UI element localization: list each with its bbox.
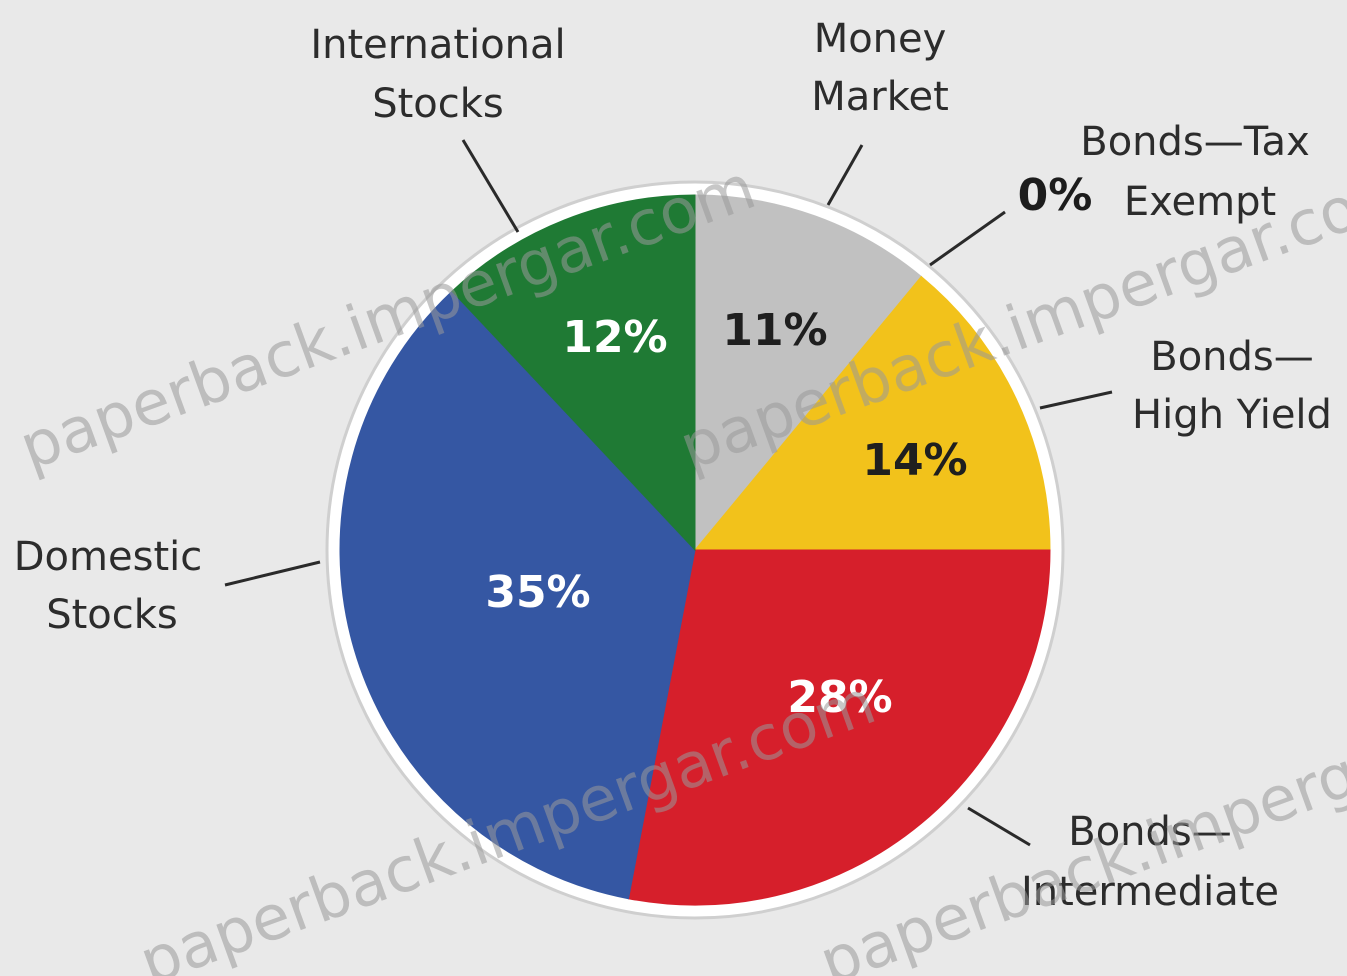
leader-line-bonds-intermediate [967,806,1031,847]
slice-label-bonds-high-yield-line-1: Bonds— [1150,334,1314,380]
leader-line-money-market [826,144,864,206]
leader-lines [224,139,1113,847]
slice-label-money-market-line-1: Money [814,16,947,62]
slice-label-money-market-line-2: Market [811,74,949,120]
slice-value-domestic-stocks: 35% [485,567,590,618]
slice-value-bonds-intermediate: 28% [787,672,892,723]
slice-label-bonds-intermediate-line-2: Intermediate [1021,869,1279,915]
pie-slice-bonds-intermediate [627,549,1051,906]
pie-slice-international-stocks [451,194,696,552]
slice-label-bonds-intermediate-line-1: Bonds— [1068,809,1232,855]
slice-label-international-stocks-line-2: Stocks [372,81,504,127]
slice-callout-labels: Money Market Bonds—Tax Exempt Bonds— High Yie… [14,16,1332,915]
leader-line-domestic-stocks [224,560,321,587]
slice-value-international-stocks: 12% [562,312,667,363]
pie-slice-domestic-stocks [339,290,696,900]
slice-label-domestic-stocks-line-1: Domestic [14,534,202,580]
slice-value-bonds-high-yield: 14% [862,435,967,486]
slice-label-bonds-high-yield-line-2: High Yield [1132,392,1332,438]
pie-slices [339,194,1051,906]
slice-label-domestic-stocks-line-2: Stocks [46,592,178,638]
slice-label-bonds-tax-exempt-line-2: Exempt [1124,179,1276,225]
slice-value-bonds-tax-exempt: 0% [1018,170,1093,221]
slice-label-international-stocks-line-1: International [310,22,565,68]
leader-line-bonds-high-yield [1039,390,1113,410]
slice-value-money-market: 11% [722,305,827,356]
pie-slice-money-market [694,194,922,552]
leader-line-bonds-tax-exempt [929,210,1006,267]
slice-percent-labels: 11% 0% 14% 28% 35% 12% [485,170,1092,723]
slice-label-bonds-tax-exempt-line-1: Bonds—Tax [1080,119,1310,165]
pie-slice-bonds-high-yield [693,275,1051,551]
leader-line-international-stocks [461,139,520,233]
